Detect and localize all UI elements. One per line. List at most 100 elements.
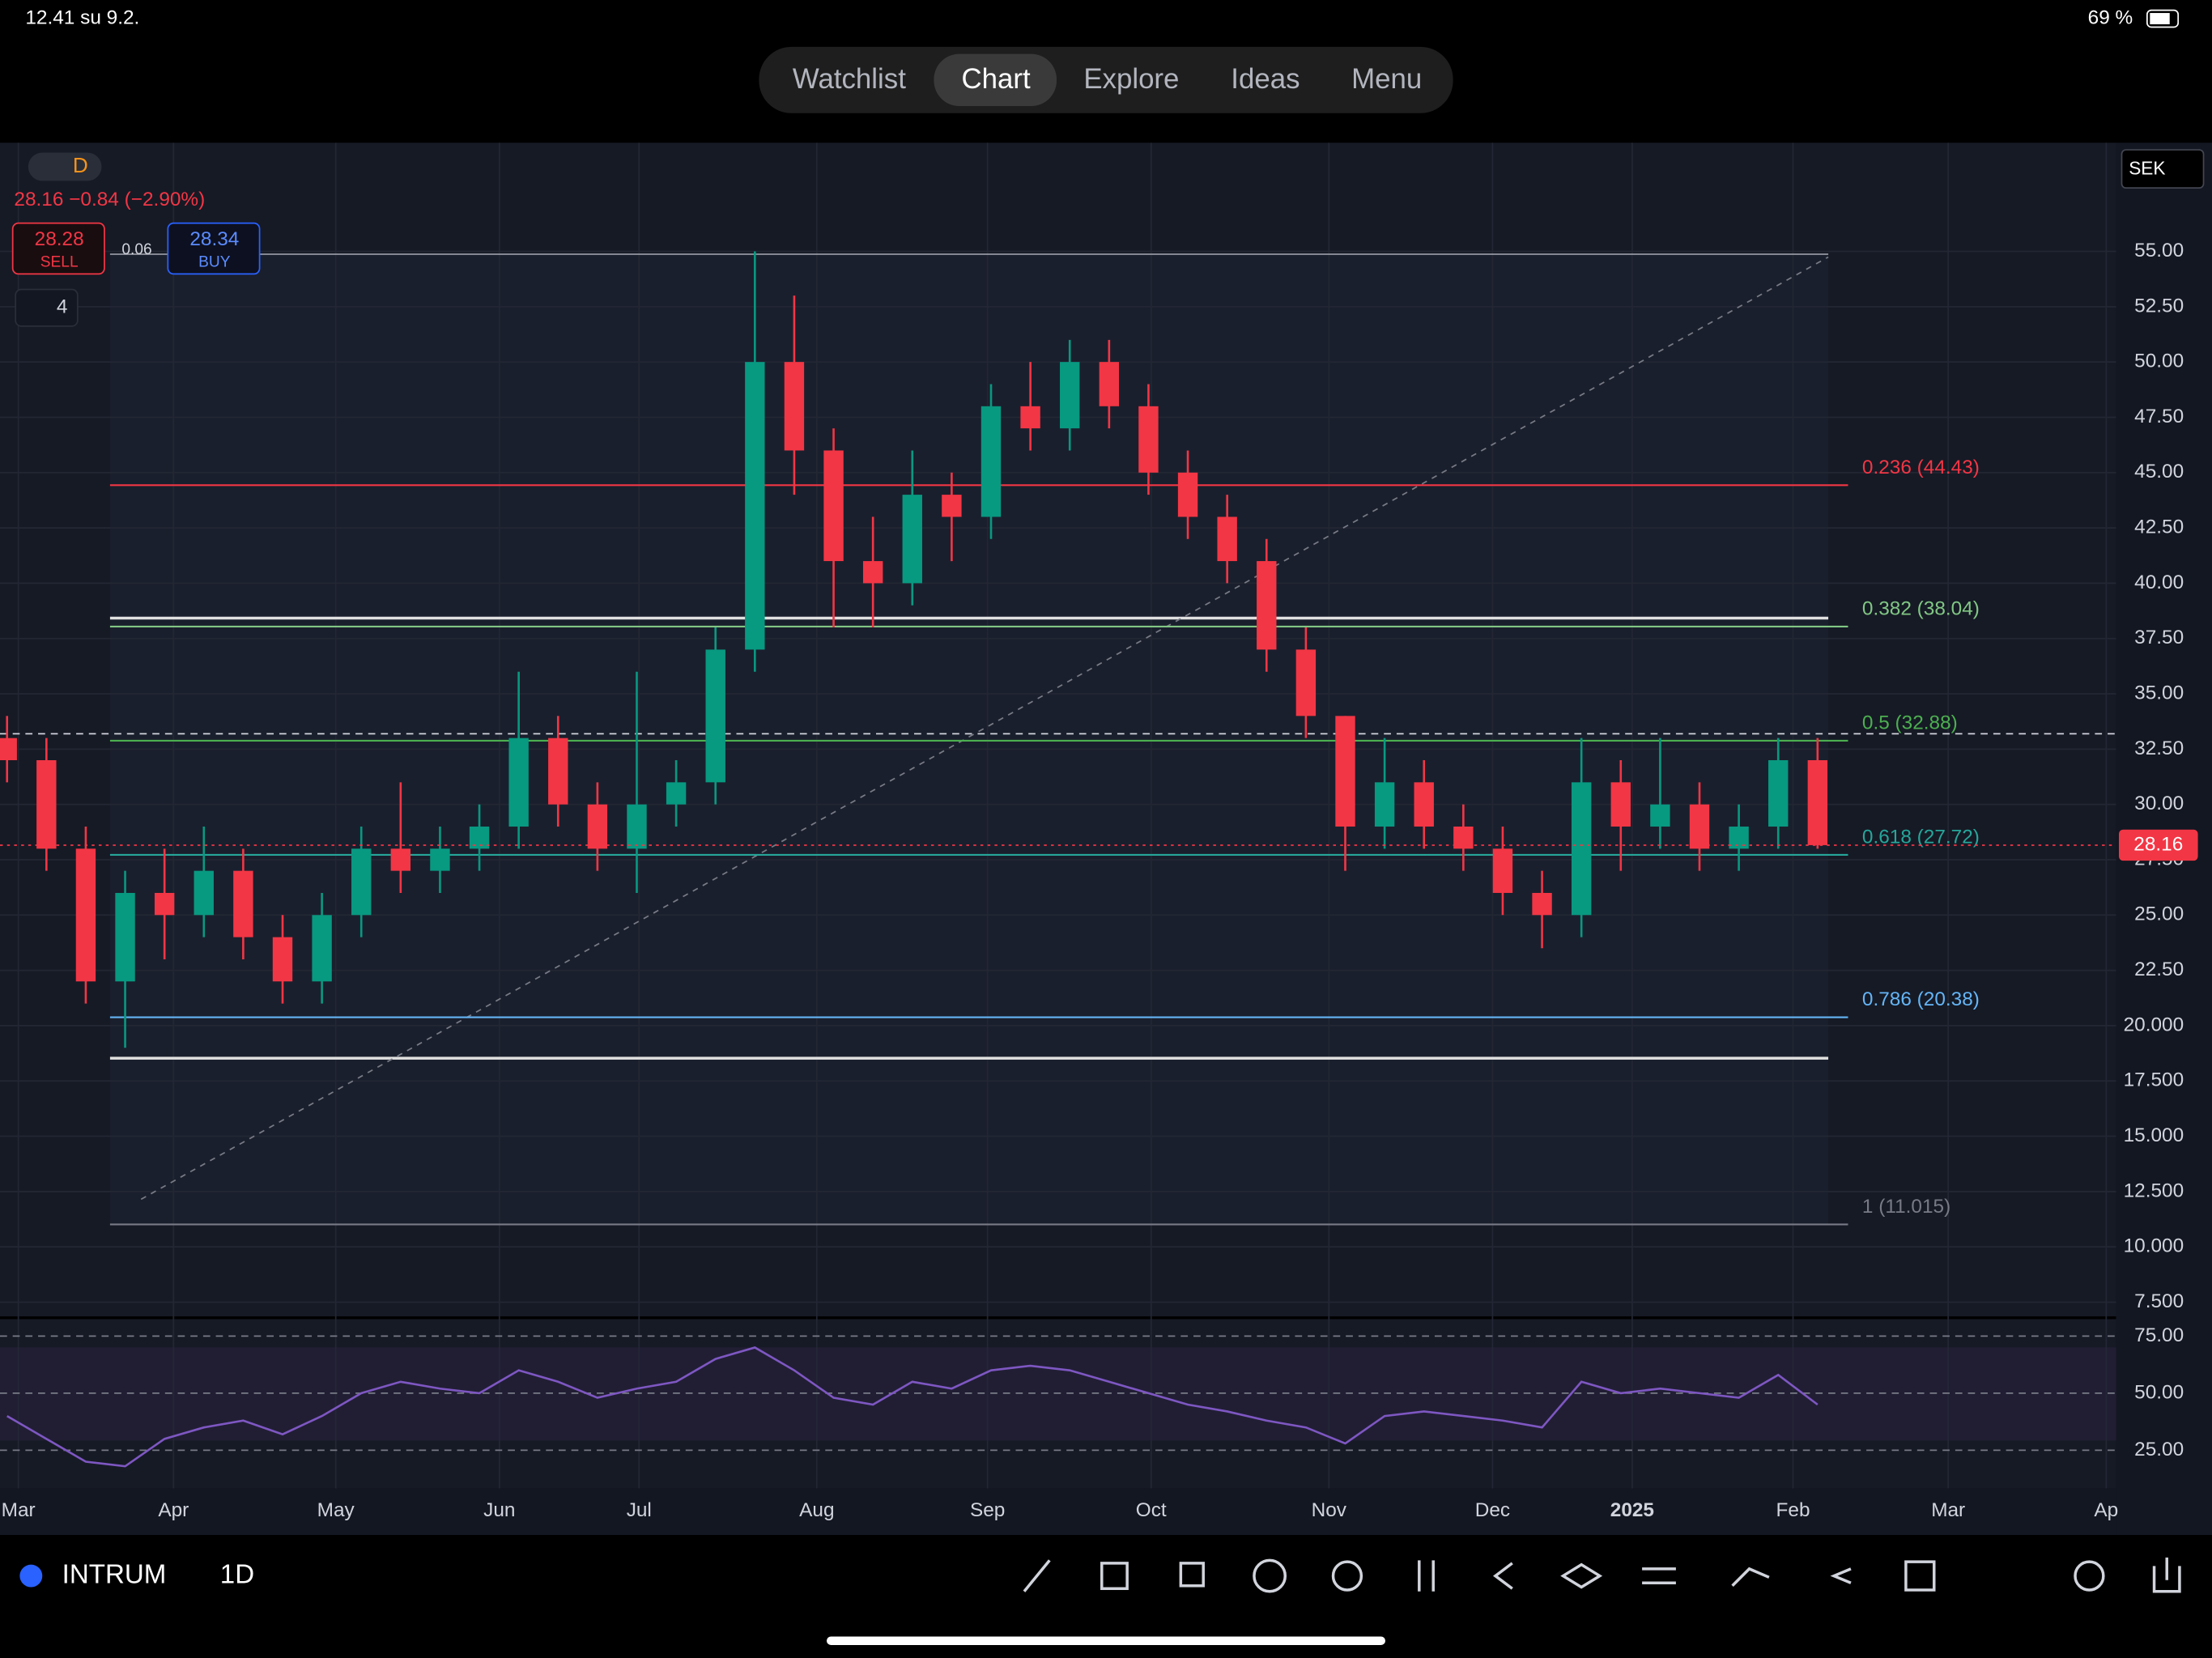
compare-tool[interactable] — [1731, 1567, 1770, 1588]
y-tick-label: 50.00 — [2134, 351, 2184, 372]
x-tick-label: Jul — [627, 1499, 652, 1521]
y-tick-label: 15.000 — [2124, 1124, 2184, 1146]
nav-tab[interactable]: Explore — [1083, 63, 1179, 95]
currency: SEK — [2129, 157, 2165, 178]
candle-body — [36, 760, 57, 849]
layers-tool[interactable] — [1560, 1562, 1603, 1589]
add-tool[interactable] — [1253, 1558, 1287, 1593]
candle-body — [705, 649, 725, 783]
candle-body — [233, 870, 253, 937]
y-tick-label: 35.00 — [2134, 682, 2184, 704]
candle-body — [1020, 406, 1040, 429]
candle-body — [1650, 804, 1670, 827]
candle-body — [154, 892, 175, 916]
toolbar-symbol[interactable]: INTRUM — [62, 1559, 167, 1589]
nav-tab[interactable]: Ideas — [1231, 63, 1300, 95]
sell-price: 28.28 — [35, 228, 84, 250]
settings-tool[interactable] — [1642, 1567, 1676, 1585]
x-tick-label: Apr — [158, 1499, 189, 1521]
chart-type-tool[interactable] — [1418, 1560, 1435, 1592]
undo-tool[interactable] — [1830, 1567, 1852, 1584]
time-axis — [0, 1488, 2116, 1536]
candle-body — [272, 937, 293, 982]
candle-body — [862, 561, 883, 584]
x-tick-label: Mar — [2, 1499, 36, 1521]
candle-body — [430, 848, 450, 871]
rsi-tick-label: 50.00 — [2134, 1381, 2184, 1403]
x-tick-label: 2025 — [1610, 1499, 1654, 1521]
buy-button[interactable] — [167, 222, 261, 275]
y-tick-label: 40.00 — [2134, 572, 2184, 593]
candle-body — [1099, 362, 1120, 406]
indicators-tool[interactable] — [1100, 1562, 1129, 1590]
fullscreen-tool[interactable] — [1904, 1560, 1936, 1592]
templates-tool[interactable] — [1179, 1562, 1205, 1588]
y-tick-label: 45.00 — [2134, 461, 2184, 483]
fib-label: 0.5 (32.88) — [1862, 712, 1958, 733]
home-indicator — [827, 1636, 1385, 1645]
x-tick-label: Sep — [970, 1499, 1005, 1521]
candle-body — [469, 826, 490, 849]
x-tick-label: May — [317, 1499, 355, 1521]
candle-body — [75, 848, 96, 982]
y-tick-label: 30.00 — [2134, 793, 2184, 814]
y-tick-label: 10.000 — [2124, 1235, 2184, 1257]
candle-body — [1492, 848, 1513, 893]
draw-tool[interactable] — [1023, 1559, 1051, 1592]
rsi-band — [0, 1347, 2116, 1441]
y-tick-label: 25.00 — [2134, 903, 2184, 925]
battery-icon — [2146, 9, 2180, 28]
y-tick-label: 47.50 — [2134, 406, 2184, 427]
candle-body — [666, 782, 687, 805]
candle-body — [1414, 782, 1434, 827]
fib-label: 0.382 (38.04) — [1862, 597, 1980, 619]
fib-label: 1 (11.015) — [1862, 1196, 1950, 1218]
nav-bar — [759, 46, 1453, 113]
candle-body — [194, 870, 214, 916]
sell-button[interactable] — [11, 222, 105, 275]
share-tool[interactable] — [2152, 1557, 2181, 1593]
x-tick-label: Jun — [483, 1499, 515, 1521]
y-tick-label: 22.50 — [2134, 959, 2184, 980]
y-tick-label: 20.000 — [2124, 1014, 2184, 1035]
candle-body — [1610, 782, 1631, 827]
replay-tool[interactable] — [1492, 1562, 1513, 1590]
candle-body — [1374, 782, 1395, 827]
symbol-logo — [19, 1564, 43, 1588]
y-tick-label: 32.50 — [2134, 738, 2184, 759]
alert-tool[interactable] — [1331, 1560, 1363, 1592]
interval-badge: D — [73, 153, 88, 177]
x-tick-label: Oct — [1136, 1499, 1167, 1521]
candle-body — [548, 738, 568, 805]
candle-body — [1257, 561, 1277, 650]
buy-price: 28.34 — [189, 228, 239, 250]
indicators-toggle[interactable] — [15, 288, 79, 327]
candle-body — [942, 495, 962, 517]
nav-tab[interactable]: Menu — [1351, 63, 1422, 95]
y-tick-label: 42.50 — [2134, 517, 2184, 538]
y-tick-label: 7.500 — [2134, 1290, 2184, 1312]
x-tick-label: Aug — [799, 1499, 834, 1521]
x-tick-label: Dec — [1475, 1499, 1510, 1521]
candle-body — [745, 362, 765, 650]
candle-body — [981, 406, 1002, 517]
battery-level — [2150, 13, 2170, 24]
rsi-line — [6, 1346, 1819, 1468]
currency-select[interactable] — [2121, 149, 2205, 189]
candle-body — [351, 848, 372, 916]
candle-body — [1729, 826, 1749, 849]
search-tool[interactable] — [2074, 1560, 2105, 1592]
candle-body — [0, 738, 17, 761]
candle-body — [1768, 760, 1789, 827]
candle-body — [1217, 517, 1237, 562]
candle-body — [1335, 716, 1355, 827]
nav-tab[interactable]: Chart — [962, 63, 1031, 95]
fib-label: 0.786 (20.38) — [1862, 988, 1980, 1010]
candle-body — [115, 892, 135, 982]
toolbar-interval[interactable]: 1D — [220, 1559, 254, 1589]
last-price-label: 28.16 — [2133, 833, 2183, 855]
candle-body — [1532, 892, 1552, 916]
nav-tab[interactable]: Watchlist — [793, 63, 906, 95]
